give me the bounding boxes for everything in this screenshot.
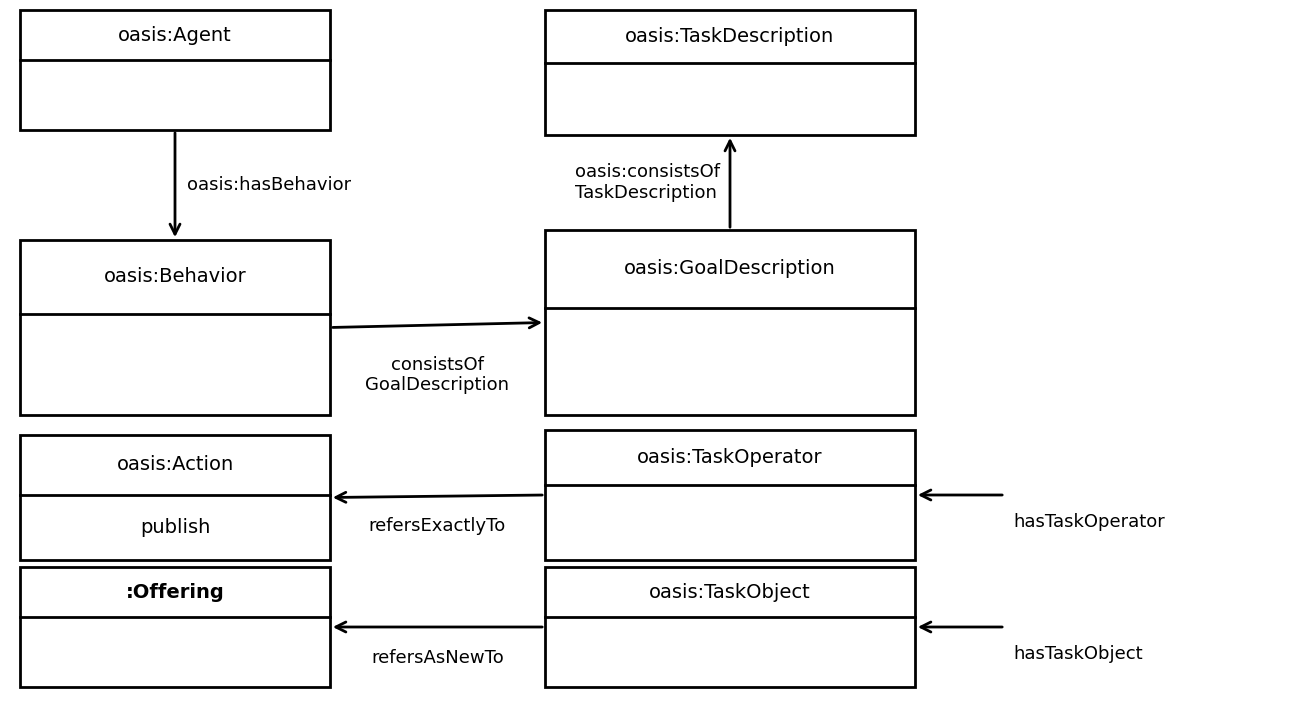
Bar: [19, 567, 330, 687]
Bar: [545, 230, 916, 415]
Text: hasTaskObject: hasTaskObject: [1013, 645, 1142, 663]
Text: oasis:TaskDescription: oasis:TaskDescription: [625, 27, 834, 46]
Text: refersAsNewTo: refersAsNewTo: [372, 649, 504, 667]
Bar: [19, 240, 330, 415]
Text: oasis:TaskObject: oasis:TaskObject: [649, 583, 811, 601]
Bar: [545, 10, 916, 135]
Text: hasTaskOperator: hasTaskOperator: [1013, 513, 1164, 531]
Text: refersExactlyTo: refersExactlyTo: [369, 517, 506, 535]
Bar: [545, 430, 916, 560]
Text: oasis:Behavior: oasis:Behavior: [104, 267, 246, 286]
Text: oasis:consistsOf
TaskDescription: oasis:consistsOf TaskDescription: [575, 163, 720, 202]
Bar: [545, 567, 916, 687]
Text: oasis:Action: oasis:Action: [117, 456, 233, 475]
Text: oasis:Agent: oasis:Agent: [118, 26, 232, 45]
Text: consistsOf
GoalDescription: consistsOf GoalDescription: [365, 355, 509, 394]
Text: publish: publish: [140, 518, 210, 537]
Text: oasis:TaskOperator: oasis:TaskOperator: [637, 448, 822, 467]
Bar: [19, 10, 330, 130]
Text: oasis:hasBehavior: oasis:hasBehavior: [186, 176, 351, 194]
Bar: [19, 435, 330, 560]
Text: oasis:GoalDescription: oasis:GoalDescription: [624, 259, 835, 278]
Text: :Offering: :Offering: [126, 583, 224, 601]
